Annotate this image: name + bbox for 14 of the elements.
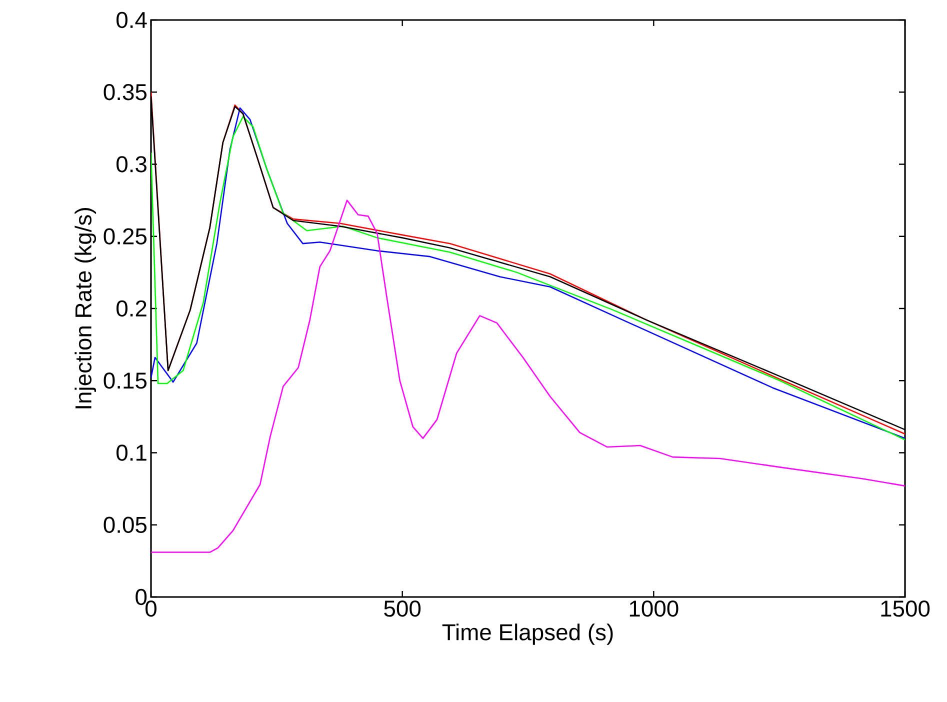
y-tick-label: 0.1 xyxy=(116,444,146,461)
y-axis-title: Injection Rate (kg/s) xyxy=(74,208,96,408)
x-tick-label: 500 xyxy=(384,600,421,617)
y-tick-label: 0.2 xyxy=(116,300,146,317)
y-tick-label: 0.05 xyxy=(104,516,147,533)
x-axis-title: Time Elapsed (s) xyxy=(442,624,613,645)
y-tick-label: 0.3 xyxy=(116,156,146,172)
y-tick-label: 0.35 xyxy=(104,84,147,100)
y-tick-label: 0.4 xyxy=(116,12,147,28)
x-tick-label: 1500 xyxy=(881,600,930,617)
y-tick-label: 0.15 xyxy=(104,372,147,389)
x-tick-label: 1000 xyxy=(630,600,678,617)
y-tick-label: 0.25 xyxy=(104,228,147,244)
y-tick-label: 0 xyxy=(136,588,147,606)
